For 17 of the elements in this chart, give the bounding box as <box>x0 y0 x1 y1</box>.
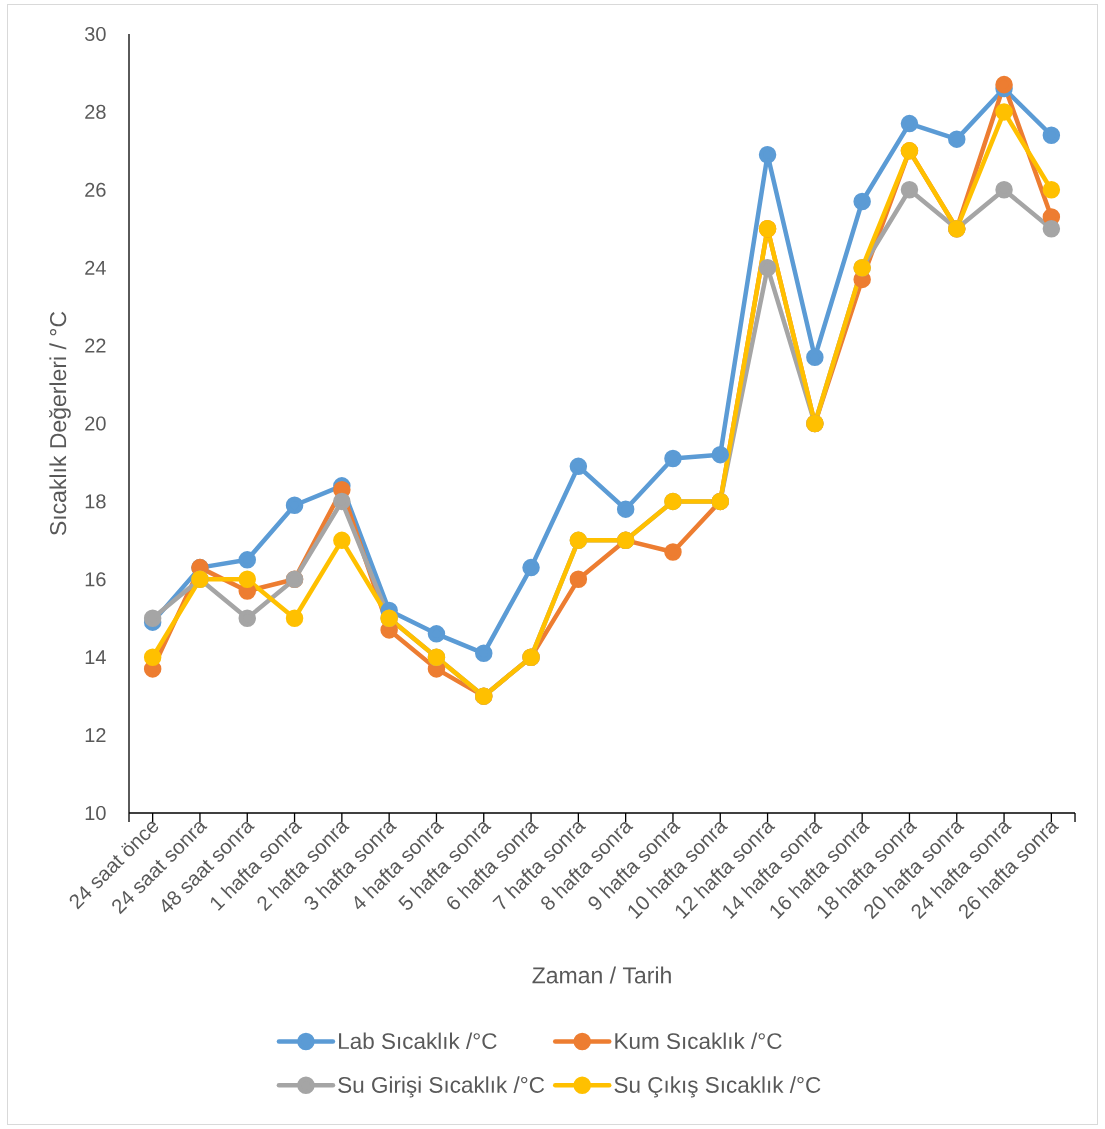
legend-label: Kum Sıcaklık /°C <box>615 1032 782 1050</box>
x-axis-title: Zaman / Tarih <box>532 966 671 984</box>
y-tick-label: 24 <box>85 260 106 275</box>
y-tick-label: 12 <box>85 728 106 743</box>
legend-label: Su Çıkış Sıcaklık /°C <box>614 1076 821 1098</box>
y-tick-label: 10 <box>85 805 106 821</box>
y-tick-label: 20 <box>85 416 106 431</box>
legend-label: Su Girişi Sıcaklık /°C <box>338 1076 545 1098</box>
y-tick-label: 30 <box>84 26 106 42</box>
y-tick-label: 22 <box>85 338 106 353</box>
y-tick-label: 14 <box>85 650 106 665</box>
y-axis-title: Sıcaklık Değerleri / °C <box>49 311 71 536</box>
y-tick-label: 16 <box>85 572 106 587</box>
y-tick-label: 26 <box>85 182 106 197</box>
y-tick-label: 28 <box>85 104 106 119</box>
legend-label: Lab Sıcaklık /°C <box>339 1032 497 1050</box>
y-tick-label: 18 <box>85 494 106 509</box>
